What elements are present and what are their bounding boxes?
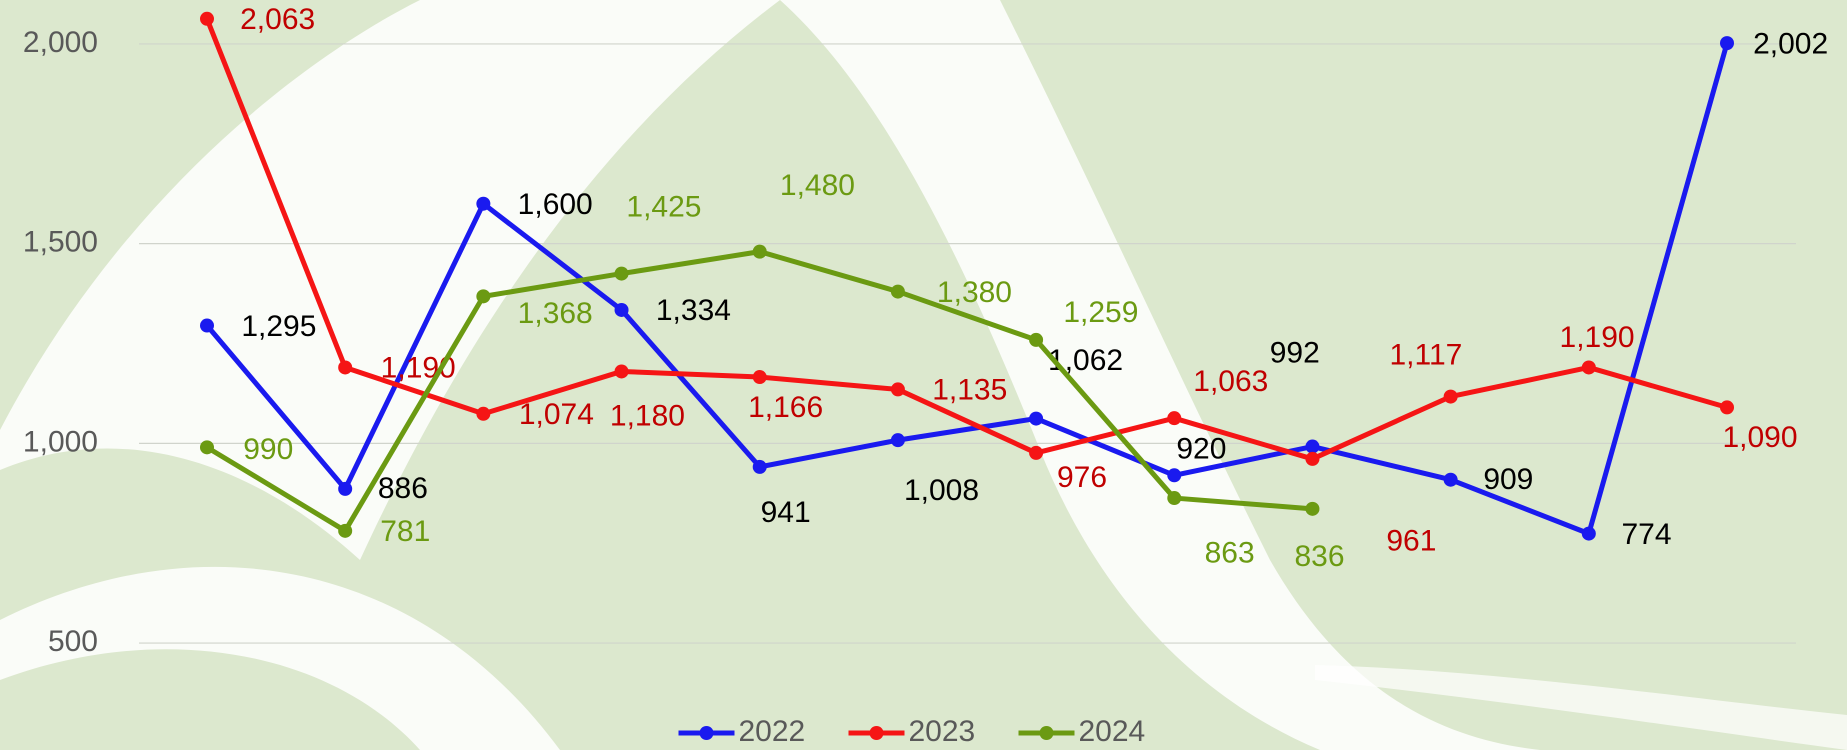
point [1167, 411, 1181, 425]
data-label: 1,166 [748, 391, 823, 424]
legend-label: 2024 [1079, 715, 1146, 748]
legend-label: 2023 [909, 715, 976, 748]
data-label: 1,063 [1193, 365, 1268, 398]
point [615, 303, 629, 317]
point [338, 524, 352, 538]
data-label: 990 [243, 433, 293, 466]
data-label: 774 [1622, 518, 1672, 551]
data-label: 1,090 [1722, 421, 1797, 454]
point [615, 267, 629, 281]
point [476, 407, 490, 421]
point [753, 460, 767, 474]
point [1029, 412, 1043, 426]
data-label: 976 [1057, 461, 1107, 494]
data-label: 909 [1483, 463, 1533, 496]
point [1167, 468, 1181, 482]
point [1029, 446, 1043, 460]
data-label: 1,480 [780, 169, 855, 202]
point [1305, 502, 1319, 516]
data-label: 2,063 [240, 3, 315, 36]
y-tick-label: 1,000 [23, 425, 98, 458]
point [476, 197, 490, 211]
data-label: 1,295 [241, 310, 316, 343]
point [200, 12, 214, 26]
point [200, 319, 214, 333]
data-label: 1,600 [518, 188, 593, 221]
legend-marker [700, 726, 714, 740]
data-label: 1,062 [1048, 344, 1123, 377]
legend-label: 2022 [739, 715, 806, 748]
legend-marker [1040, 726, 1054, 740]
point [338, 482, 352, 496]
data-label: 961 [1386, 524, 1436, 557]
data-label: 992 [1270, 337, 1320, 370]
point [1029, 333, 1043, 347]
data-label: 836 [1294, 540, 1344, 573]
data-label: 863 [1205, 537, 1255, 570]
chart: 500 1,000 1,500 2,000 1,295 886 1,600 1,334 941 1… [0, 0, 1847, 750]
data-label: 1,135 [932, 374, 1007, 407]
data-label: 1,368 [518, 297, 593, 330]
point [1720, 36, 1734, 50]
data-label: 1,259 [1063, 296, 1138, 329]
y-tick-label: 1,500 [23, 226, 98, 259]
data-label: 1,334 [656, 294, 731, 327]
point [1720, 400, 1734, 414]
point [476, 289, 490, 303]
data-label: 1,008 [904, 474, 979, 507]
data-label: 1,190 [381, 352, 456, 385]
point [1444, 390, 1458, 404]
data-label: 1,117 [1389, 338, 1462, 371]
point [1305, 452, 1319, 466]
data-label: 781 [380, 515, 430, 548]
point [200, 440, 214, 454]
point [338, 360, 352, 374]
data-label: 1,190 [1560, 321, 1635, 354]
y-tick-label: 2,000 [23, 26, 98, 59]
data-label: 941 [761, 496, 811, 529]
point [891, 433, 905, 447]
point [891, 285, 905, 299]
data-label: 2,002 [1753, 27, 1828, 60]
data-label: 886 [378, 472, 428, 505]
data-label: 1,074 [519, 398, 594, 431]
point [753, 370, 767, 384]
point [1582, 527, 1596, 541]
point [753, 245, 767, 259]
data-label: 920 [1176, 432, 1226, 465]
data-label: 1,425 [626, 191, 701, 224]
point [1582, 360, 1596, 374]
data-label: 1,180 [610, 399, 685, 432]
y-tick-label: 500 [48, 625, 98, 658]
point [1305, 440, 1319, 454]
point [1444, 473, 1458, 487]
point [891, 382, 905, 396]
legend-marker [870, 726, 884, 740]
point [1167, 491, 1181, 505]
data-label: 1,380 [937, 276, 1012, 309]
point [615, 364, 629, 378]
